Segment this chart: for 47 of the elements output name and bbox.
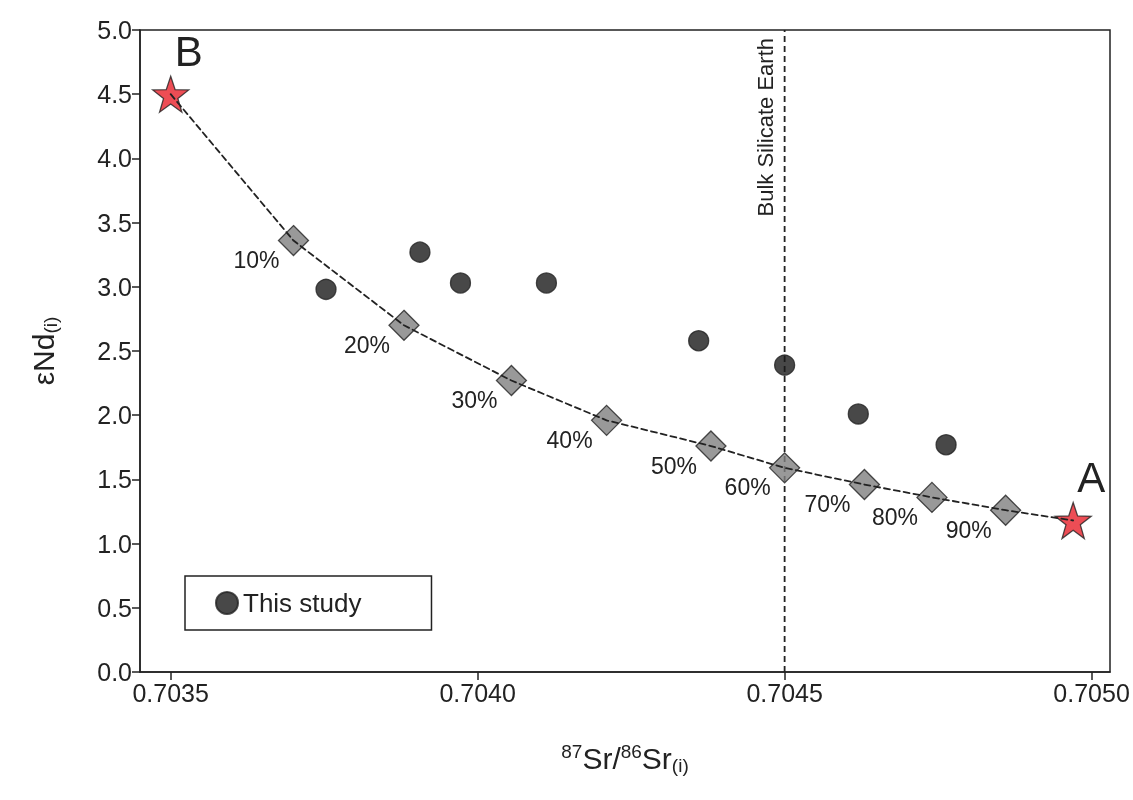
annotation: 60% bbox=[724, 474, 771, 501]
point bbox=[916, 481, 948, 514]
point bbox=[152, 75, 190, 113]
point bbox=[688, 330, 710, 352]
y-tick-label: 3.5 bbox=[97, 208, 132, 237]
point bbox=[935, 434, 957, 456]
annotation: 50% bbox=[650, 452, 697, 479]
point bbox=[277, 224, 310, 257]
y-tick-label: 2.0 bbox=[97, 401, 132, 430]
annotation: 10% bbox=[233, 247, 280, 274]
legend-label: This study bbox=[243, 588, 362, 618]
y-axis-title: εNd(i) bbox=[27, 316, 61, 386]
y-tick-label: 5.0 bbox=[97, 16, 132, 44]
point bbox=[847, 403, 869, 425]
y-tick-label: 0.0 bbox=[97, 658, 132, 686]
point bbox=[1054, 501, 1092, 540]
annotation: 20% bbox=[343, 331, 391, 358]
point bbox=[773, 354, 796, 376]
point bbox=[989, 494, 1022, 526]
point bbox=[315, 278, 337, 301]
point bbox=[768, 452, 801, 484]
point bbox=[409, 241, 431, 263]
point bbox=[848, 468, 881, 501]
annotation: 30% bbox=[451, 387, 498, 414]
annotation: 80% bbox=[871, 503, 919, 530]
y-tick-label: 1.5 bbox=[97, 465, 132, 494]
y-tick-label: 4.0 bbox=[97, 144, 132, 173]
y-tick-label: 1.0 bbox=[97, 529, 132, 558]
point bbox=[495, 364, 528, 397]
point bbox=[590, 404, 623, 436]
x-tick-label: 0.7045 bbox=[746, 678, 823, 707]
point bbox=[449, 272, 472, 294]
x-tick-label: 0.7035 bbox=[132, 678, 209, 707]
y-tick-label: 0.5 bbox=[97, 593, 132, 622]
annotation: 70% bbox=[804, 491, 851, 518]
x-tick-label: 0.7050 bbox=[1053, 678, 1130, 707]
y-tick-label: 3.0 bbox=[97, 272, 132, 301]
y-tick-label: 2.5 bbox=[97, 337, 132, 365]
y-tick-label: 4.5 bbox=[97, 80, 132, 109]
annotation: 90% bbox=[945, 516, 992, 543]
annotation: B bbox=[174, 27, 203, 75]
annotation: 40% bbox=[546, 426, 593, 453]
annotation: A bbox=[1077, 453, 1106, 501]
ref-line-label: Bulk Silicate Earth bbox=[753, 38, 779, 217]
point bbox=[535, 272, 558, 294]
x-tick-label: 0.7040 bbox=[439, 678, 516, 707]
point bbox=[388, 309, 420, 341]
